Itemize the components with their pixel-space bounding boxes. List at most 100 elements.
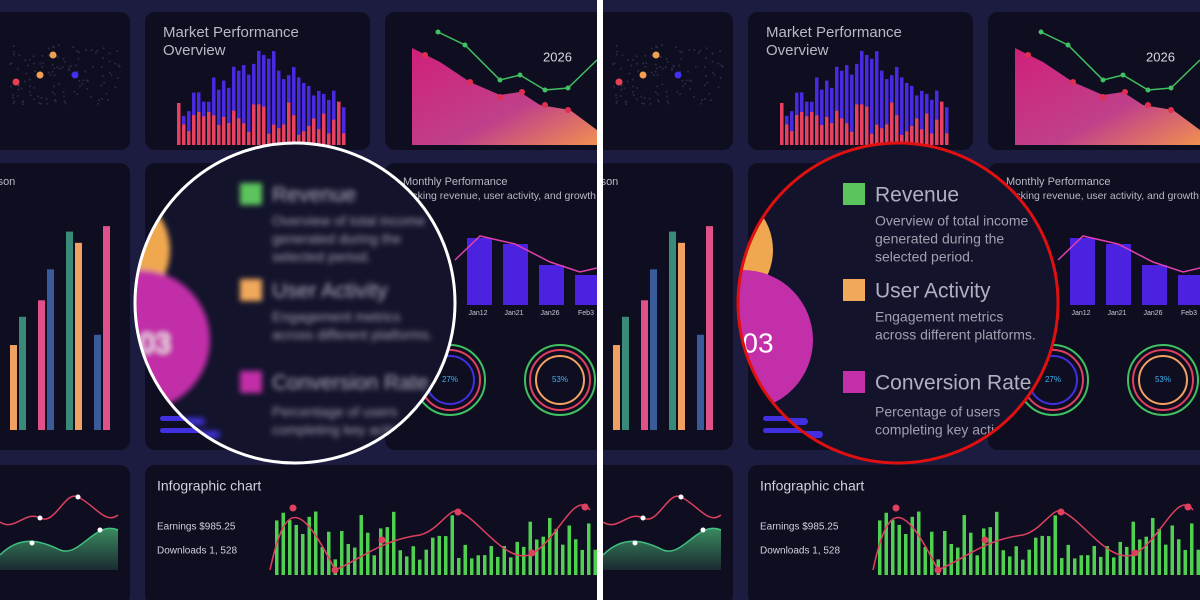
map-dot <box>117 64 120 67</box>
bar <box>678 242 685 430</box>
bar <box>1086 555 1090 575</box>
map-dot <box>666 60 669 63</box>
map-dot <box>679 93 682 96</box>
map-dot <box>640 95 643 98</box>
map-dot <box>687 70 690 73</box>
map-dot <box>118 65 121 68</box>
bar <box>372 555 376 575</box>
map-dot <box>720 64 723 67</box>
bar <box>75 242 82 430</box>
bar <box>262 106 266 145</box>
bar <box>359 515 363 575</box>
point <box>700 527 706 533</box>
bar <box>277 128 281 145</box>
bar <box>217 89 221 145</box>
bar <box>1070 238 1095 305</box>
bar <box>522 546 526 575</box>
gauge-label: 53% <box>552 375 568 384</box>
bar <box>1112 557 1116 575</box>
map-dot <box>41 54 44 57</box>
legend-label: Conversion Rate <box>272 372 428 395</box>
bar <box>237 118 241 145</box>
map-dot <box>619 94 622 97</box>
bar <box>825 80 829 145</box>
bar <box>850 131 854 145</box>
map-dot <box>37 95 40 98</box>
map-dot <box>29 85 32 88</box>
map-dot <box>719 77 722 80</box>
x-label: Jan21 <box>504 310 523 317</box>
legend-description: across different platforms. <box>875 327 1036 343</box>
bar <box>272 124 276 145</box>
bar <box>1106 244 1131 305</box>
bar <box>561 544 565 575</box>
map-dot <box>615 102 618 105</box>
map-dot <box>624 101 627 104</box>
map-dot <box>648 97 651 100</box>
bar <box>503 244 528 305</box>
map-dot <box>62 95 65 98</box>
bar <box>515 541 519 575</box>
point <box>289 504 297 512</box>
bar <box>483 555 487 575</box>
gauge-ring <box>524 344 596 416</box>
map-dot <box>688 48 691 51</box>
map-dot <box>684 82 687 85</box>
bar <box>1034 537 1038 575</box>
bar <box>878 520 882 575</box>
map-dot <box>116 50 119 53</box>
map-dot <box>656 67 659 70</box>
bar <box>1027 549 1031 575</box>
map-dot <box>46 102 49 105</box>
map-dot <box>621 84 624 87</box>
map-dot <box>33 86 36 89</box>
map-marker <box>12 78 20 86</box>
map-dot <box>32 62 35 65</box>
map-dot <box>628 72 631 75</box>
bar <box>267 133 271 145</box>
map-dot <box>625 103 628 106</box>
bar <box>463 544 467 575</box>
map-dot <box>13 100 16 103</box>
bar <box>1092 546 1096 575</box>
bar <box>247 74 251 145</box>
map-dot <box>78 79 81 82</box>
legend-swatch <box>240 371 262 393</box>
bar <box>327 531 331 575</box>
legend-label: Conversion Rate <box>875 372 1031 395</box>
bar <box>641 300 648 430</box>
legend-swatch <box>843 183 865 205</box>
map-dot <box>613 85 616 88</box>
legend-label: Revenue <box>875 184 959 207</box>
map-dot <box>681 79 684 82</box>
bar <box>366 532 370 575</box>
line <box>0 495 119 526</box>
bar <box>885 79 889 145</box>
map-dot <box>661 67 664 70</box>
bar <box>346 543 350 575</box>
map-dot <box>637 70 640 73</box>
bar <box>182 124 186 145</box>
map-dot <box>626 59 629 62</box>
map-dot <box>656 93 659 96</box>
bar <box>820 89 824 145</box>
bar <box>1177 539 1181 575</box>
map-dot <box>665 57 668 60</box>
legend-swatch <box>843 371 865 393</box>
bar <box>222 80 226 145</box>
bar <box>935 119 939 145</box>
map-dot <box>20 87 23 90</box>
bar <box>580 549 584 575</box>
map-dot <box>678 64 681 67</box>
magnifier-ring <box>133 141 457 465</box>
line-point <box>435 29 441 35</box>
bar <box>450 515 454 575</box>
bar <box>242 65 246 145</box>
point <box>1184 503 1192 511</box>
area-point <box>1168 107 1174 113</box>
bar <box>870 133 874 145</box>
bar <box>935 90 939 145</box>
bar <box>910 516 914 575</box>
bar <box>322 113 326 145</box>
